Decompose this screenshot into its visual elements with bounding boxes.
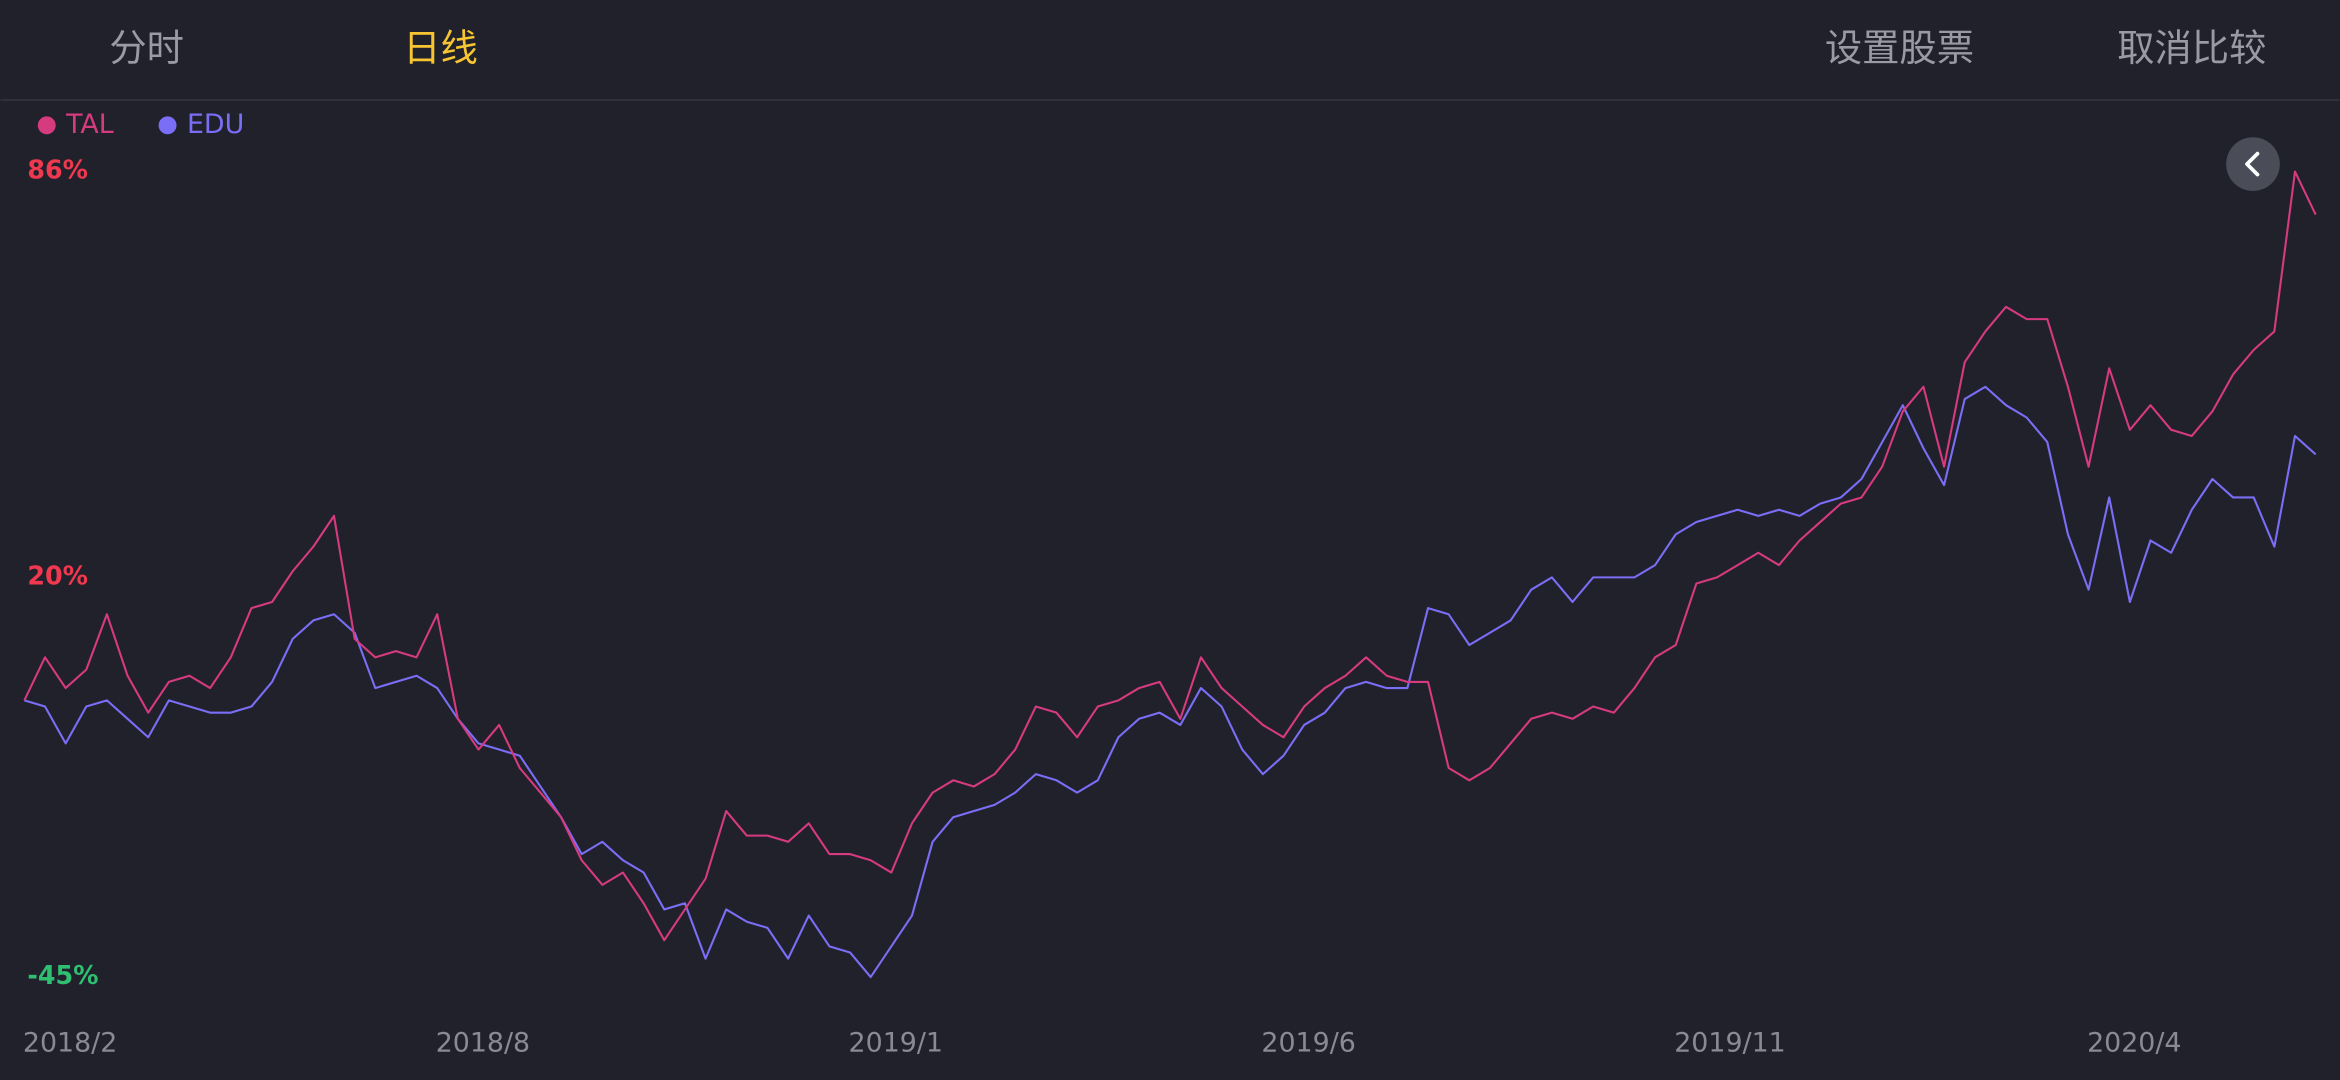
legend-dot [37, 116, 56, 135]
x-tick-label: 2019/1 [849, 1028, 943, 1059]
x-tick-label: 2018/8 [436, 1028, 530, 1059]
chevron-icon [2245, 151, 2260, 177]
x-tick-label: 2019/6 [1261, 1028, 1355, 1059]
collapse-button[interactable] [2226, 137, 2280, 191]
tab-active[interactable]: 日线 [403, 26, 478, 70]
action-button[interactable]: 设置股票 [1825, 26, 1974, 70]
y-tick-label: -45% [27, 960, 98, 990]
button-circle [2226, 137, 2280, 191]
y-tick-label: 20% [27, 560, 88, 590]
legend-label: EDU [187, 109, 244, 140]
series-line [24, 385, 2317, 979]
action-button[interactable]: 取消比较 [2117, 26, 2266, 70]
legend-label: TAL [65, 109, 114, 140]
tab[interactable]: 分时 [109, 26, 184, 70]
x-tick-label: 2018/2 [23, 1028, 117, 1059]
series-line [23, 170, 2317, 942]
x-tick-label: 2019/11 [1674, 1028, 1786, 1059]
x-tick-label: 2020/4 [2087, 1028, 2181, 1059]
legend-dot [158, 116, 177, 135]
y-tick-label: 86% [27, 155, 88, 185]
